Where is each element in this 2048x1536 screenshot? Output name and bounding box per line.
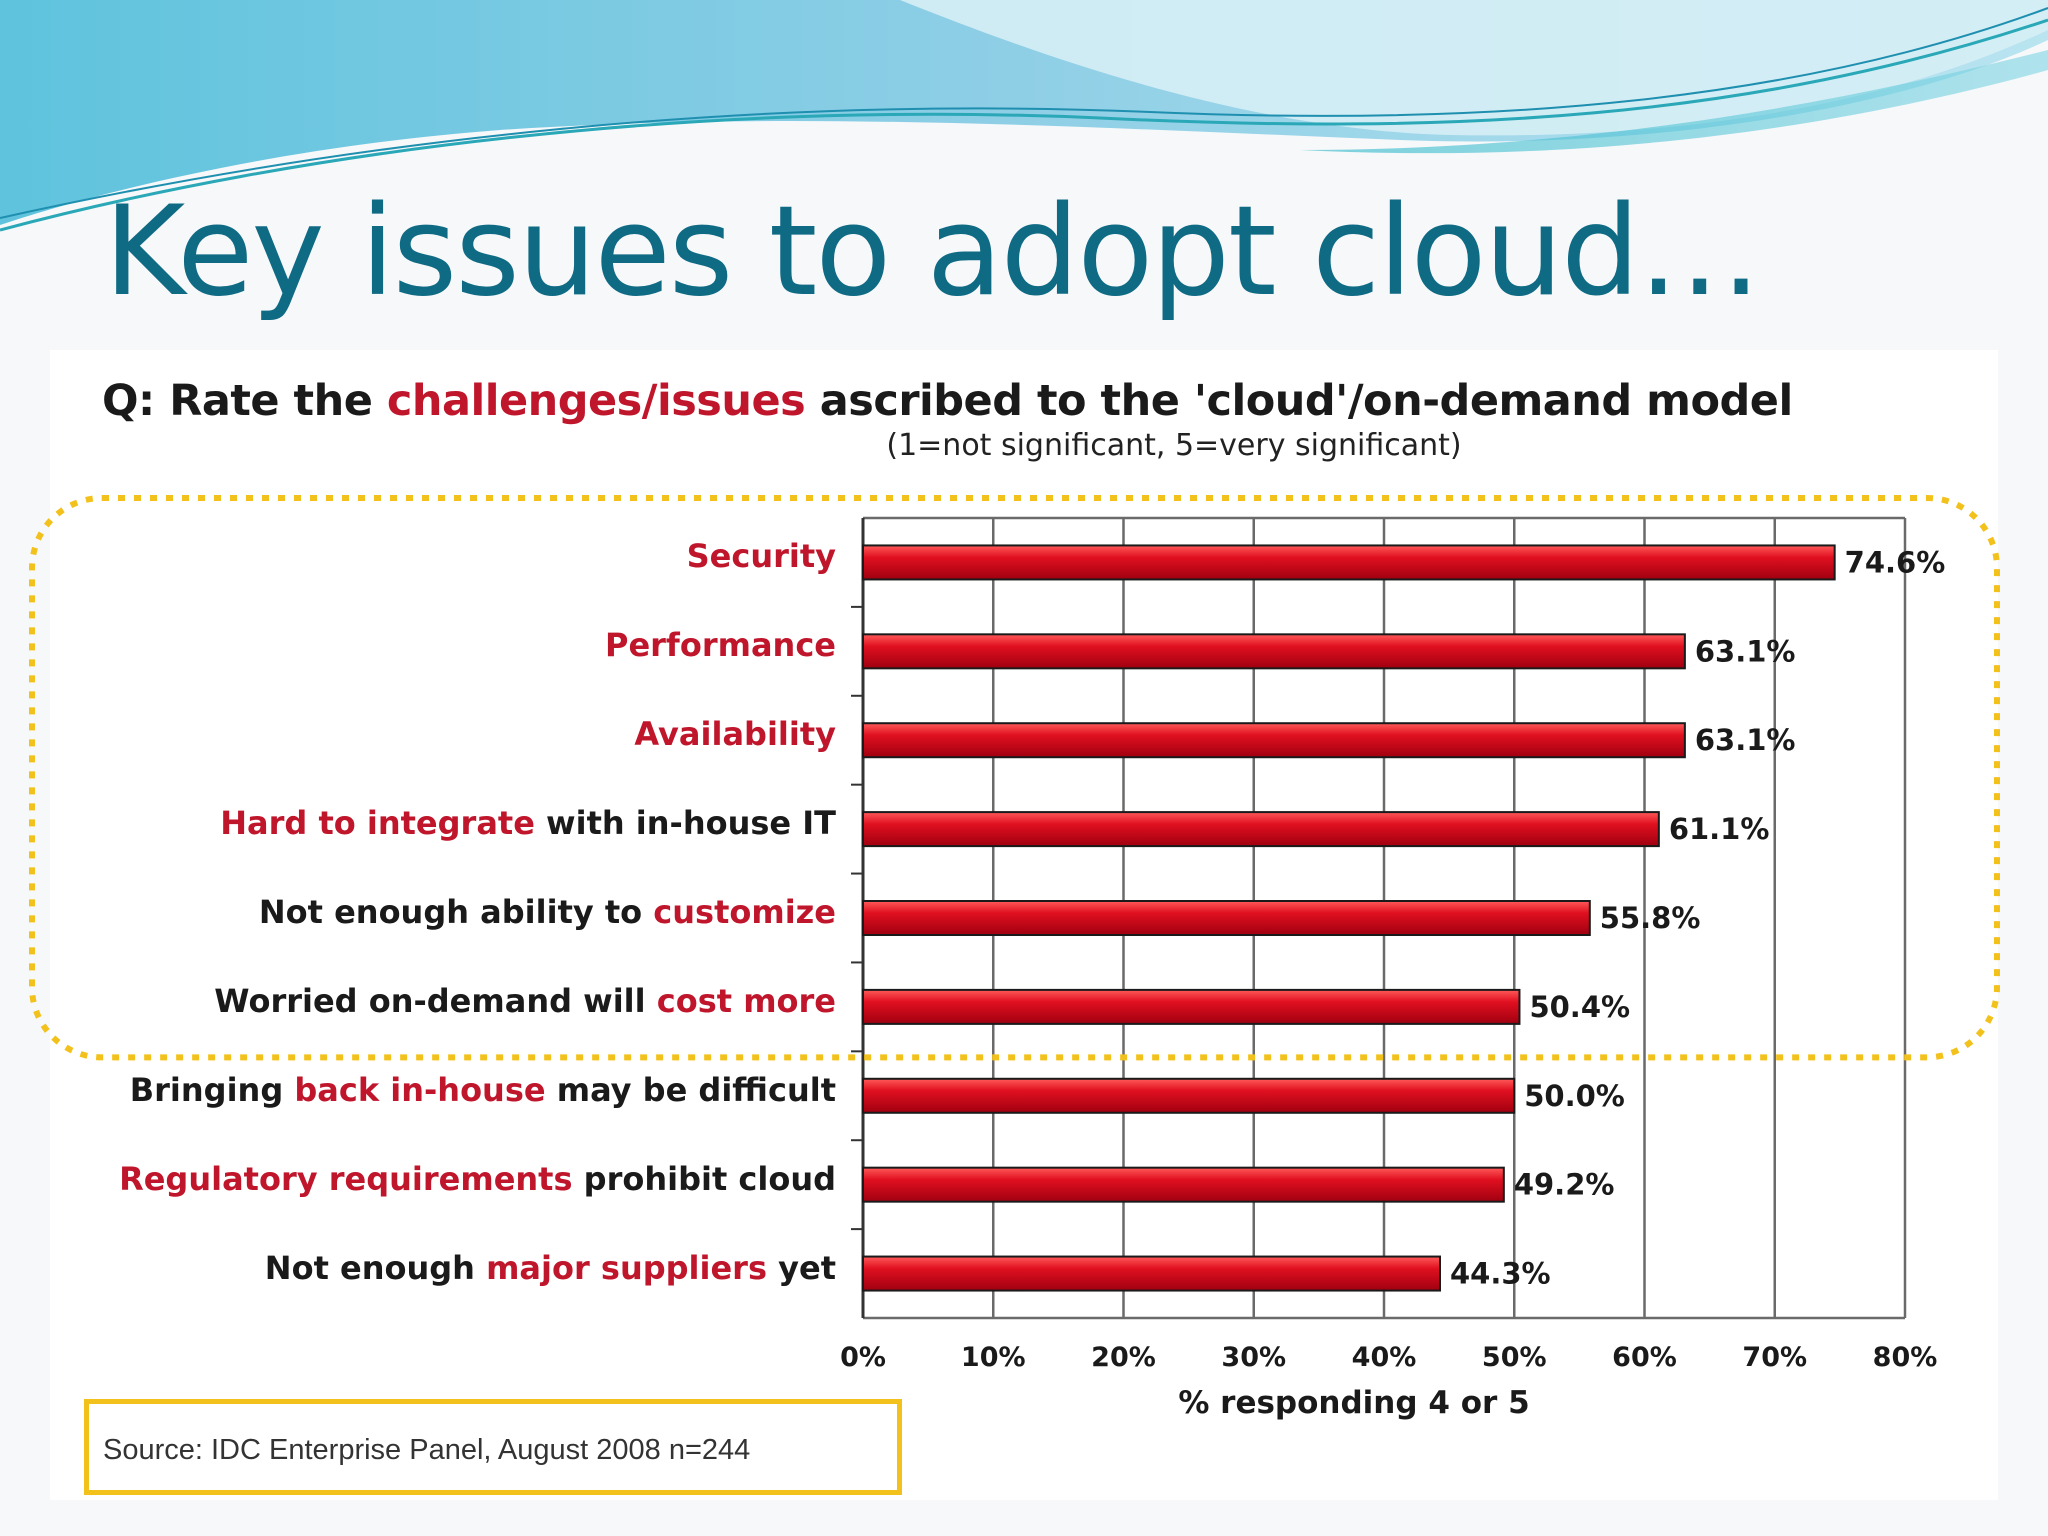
category-label-part: with in-house IT — [534, 804, 836, 843]
category-label: Bringing back in-house may be difficult — [130, 1071, 836, 1109]
data-label: 63.1% — [1695, 723, 1796, 757]
data-label: 44.3% — [1450, 1257, 1551, 1291]
x-tick-label: 60% — [1612, 1342, 1677, 1373]
data-label: 74.6% — [1845, 545, 1946, 579]
category-label-highlight: cost more — [656, 981, 836, 1020]
category-label-highlight: customize — [653, 893, 836, 931]
data-label: 61.1% — [1669, 812, 1770, 846]
bar — [862, 900, 1591, 936]
x-tick-label: 80% — [1873, 1342, 1938, 1373]
bar — [862, 988, 1521, 1025]
category-label-part: yet — [767, 1248, 836, 1287]
data-label: 63.1% — [1695, 634, 1796, 668]
category-label: Regulatory requirements prohibit cloud — [119, 1160, 836, 1198]
slide-title: Key issues to adopt cloud… — [104, 180, 1762, 324]
category-label-highlight: back in-house — [294, 1070, 546, 1109]
scale-note: (1=not significant, 5=very significant) — [886, 428, 1462, 463]
x-tick-label: 70% — [1742, 1342, 1807, 1373]
bar — [862, 633, 1686, 670]
source-text: Source: IDC Enterprise Panel, August 200… — [103, 1434, 751, 1466]
bar — [862, 1166, 1505, 1203]
category-label: Availability — [634, 715, 836, 753]
category-label: Performance — [605, 626, 836, 664]
category-label-part: Not enough ability to — [258, 893, 654, 931]
category-label-highlight: major suppliers — [486, 1248, 767, 1287]
highlight-outline — [29, 495, 2000, 1061]
bar — [862, 1255, 1442, 1292]
category-label-highlight: Availability — [634, 715, 836, 754]
bar — [862, 1077, 1516, 1114]
category-label-part: Not enough — [264, 1248, 487, 1287]
x-axis-title: % responding 4 or 5 — [1178, 1385, 1529, 1421]
bar — [862, 811, 1660, 848]
question-highlight: challenges/issues — [386, 376, 806, 426]
bar — [862, 722, 1686, 759]
category-label-highlight: Regulatory requirements — [119, 1159, 573, 1198]
data-label: 49.2% — [1514, 1168, 1615, 1202]
source-box: Source: IDC Enterprise Panel, August 200… — [84, 1399, 902, 1495]
category-label-highlight: Hard to integrate — [220, 804, 535, 843]
question-part: Q: Rate the — [102, 376, 387, 426]
category-label: Hard to integrate with in-house IT — [220, 804, 836, 842]
data-label: 50.4% — [1529, 990, 1630, 1024]
data-label: 50.0% — [1524, 1079, 1625, 1113]
category-label-highlight: Security — [686, 537, 836, 576]
wave-banner — [0, 0, 2048, 232]
x-tick-label: 40% — [1352, 1342, 1417, 1373]
category-label: Security — [687, 537, 836, 575]
x-tick-label: 20% — [1091, 1342, 1156, 1373]
category-label: Not enough ability to customize — [259, 893, 836, 931]
category-label-part: Bringing — [129, 1070, 295, 1109]
question-part: ascribed to the 'cloud'/on-demand model — [805, 376, 1793, 426]
category-label: Not enough major suppliers yet — [265, 1249, 836, 1287]
question-text: Q: Rate the challenges/issues ascribed t… — [102, 376, 1962, 426]
x-tick-label: 0% — [840, 1342, 886, 1373]
bar — [862, 544, 1836, 581]
x-tick-label: 50% — [1482, 1342, 1547, 1373]
category-label-part: Worried on-demand will — [214, 981, 657, 1020]
data-label: 55.8% — [1600, 901, 1701, 935]
category-label-part: prohibit cloud — [572, 1159, 836, 1198]
category-label-highlight: Performance — [604, 626, 836, 665]
category-label-part: may be difficult — [545, 1070, 836, 1109]
category-label: Worried on-demand will cost more — [214, 982, 836, 1020]
x-tick-label: 30% — [1221, 1342, 1286, 1373]
x-tick-label: 10% — [961, 1342, 1026, 1373]
